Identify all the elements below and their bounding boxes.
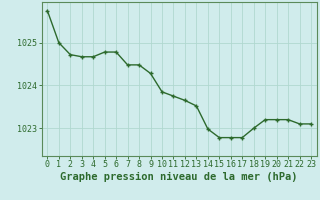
X-axis label: Graphe pression niveau de la mer (hPa): Graphe pression niveau de la mer (hPa) [60,172,298,182]
